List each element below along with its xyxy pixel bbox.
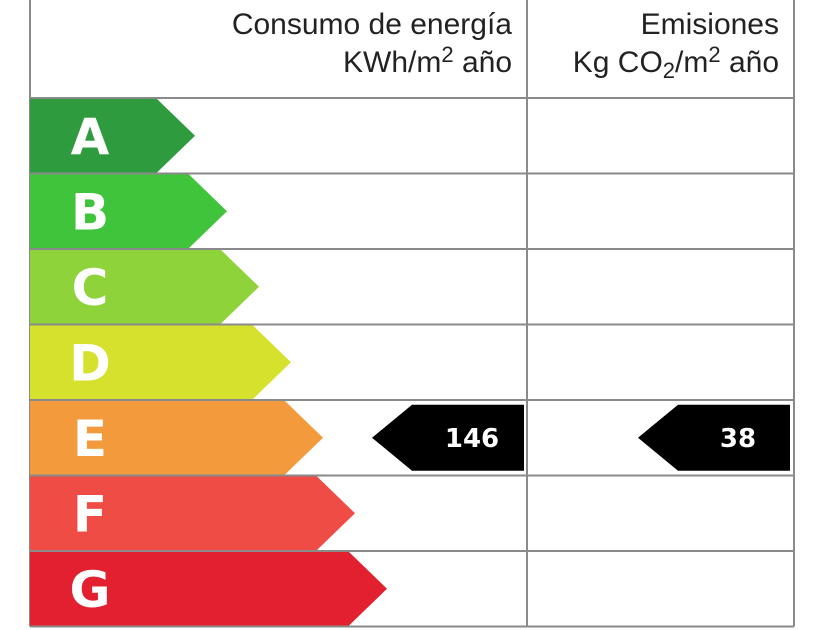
emissions-rating-value: 38 (720, 424, 756, 454)
class-bar-g (30, 552, 387, 626)
class-bar-e (30, 401, 323, 475)
energy-rating-value: 146 (445, 424, 499, 454)
class-bar-a (30, 99, 195, 173)
class-bar-f (30, 476, 355, 550)
emissions-rating-marker (638, 404, 790, 471)
table-grid (29, 0, 795, 628)
class-bar-d (30, 325, 291, 399)
class-label-a: A (71, 108, 110, 166)
energy-rating-marker (372, 404, 524, 471)
class-label-e: E (73, 410, 107, 468)
class-label-f: F (73, 485, 107, 543)
energy-unit: KWh/m2 año (343, 42, 512, 80)
emissions-unit: Kg CO2/m2 año (572, 42, 779, 83)
class-bar-c (30, 250, 259, 324)
class-label-c: C (72, 259, 109, 317)
class-label-b: B (71, 183, 109, 241)
class-bar-b (30, 174, 227, 248)
class-label-g: G (69, 561, 110, 619)
rating-markers: 146 38 (372, 404, 790, 471)
energy-title: Consumo de energía (231, 8, 512, 41)
class-label-d: D (69, 334, 111, 392)
energy-header: Consumo de energía KWh/m2 año (160, 6, 512, 82)
emissions-header: Emisiones Kg CO2/m2 año (530, 6, 779, 82)
emissions-title: Emisiones (640, 8, 779, 41)
